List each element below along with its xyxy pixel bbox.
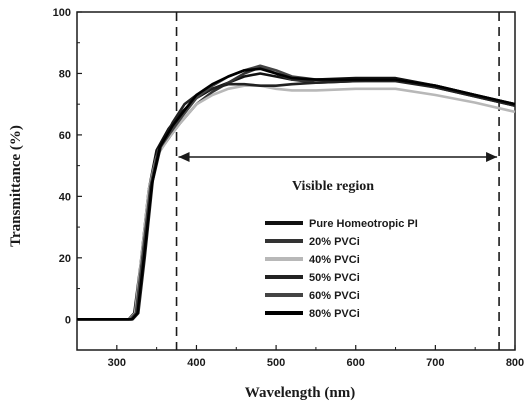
- x-tick-label: 700: [426, 357, 444, 369]
- legend-label: 80% PVCi: [309, 308, 360, 320]
- legend-label: 50% PVCi: [309, 272, 360, 284]
- x-tick-label: 400: [187, 357, 205, 369]
- plot-area: 300 400 500 600 700 800 0 20 40 60 80 100 Pure Homeo…: [53, 7, 525, 369]
- plot-frame: [76, 11, 516, 351]
- y-tick-label: 80: [59, 68, 71, 80]
- visible-region-label: Visible region: [292, 179, 374, 194]
- x-tick-label: 300: [108, 357, 126, 369]
- y-tick-label: 40: [59, 191, 71, 203]
- legend-label: 40% PVCi: [309, 254, 360, 266]
- legend-label: 60% PVCi: [309, 290, 360, 302]
- x-axis-title: Wavelength (nm): [245, 385, 355, 401]
- series-line: [77, 79, 516, 321]
- x-tick-label: 600: [347, 357, 365, 369]
- series-line: [77, 67, 516, 321]
- x-tick-label: 500: [267, 357, 285, 369]
- x-tick-label: 800: [506, 357, 524, 369]
- arrow-head-left: [178, 152, 190, 162]
- legend-label: 20% PVCi: [309, 236, 360, 248]
- y-tick-label: 100: [53, 7, 71, 19]
- y-tick-label: 60: [59, 130, 71, 142]
- y-tick-label: 20: [59, 253, 71, 265]
- y-axis-title: Transmittance (%): [8, 125, 24, 247]
- y-tick-label: 0: [65, 314, 71, 326]
- legend-label: Pure Homeotropic PI: [309, 218, 418, 230]
- arrow-head-right: [486, 152, 498, 162]
